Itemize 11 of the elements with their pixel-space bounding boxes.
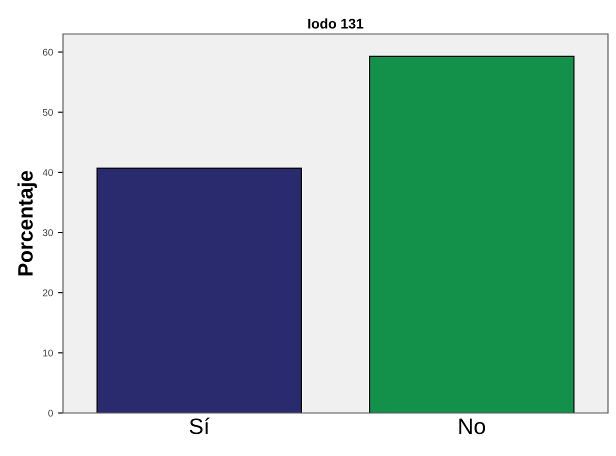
y-tick-label: 60: [42, 48, 53, 56]
x-tick-label: Sí: [190, 418, 210, 434]
y-tick-label: 0: [48, 410, 53, 417]
y-tick-label: 10: [43, 350, 53, 356]
y-tick-label: 30: [42, 229, 53, 236]
y-tick-label: 40: [42, 169, 53, 176]
y-tick-label: 50: [42, 108, 53, 116]
x-tick-label: No: [459, 418, 486, 434]
y-axis-title: Porcentaje: [17, 170, 37, 276]
chart-title: Iodo 131: [308, 18, 364, 29]
y-tick-label: 20: [42, 289, 53, 296]
